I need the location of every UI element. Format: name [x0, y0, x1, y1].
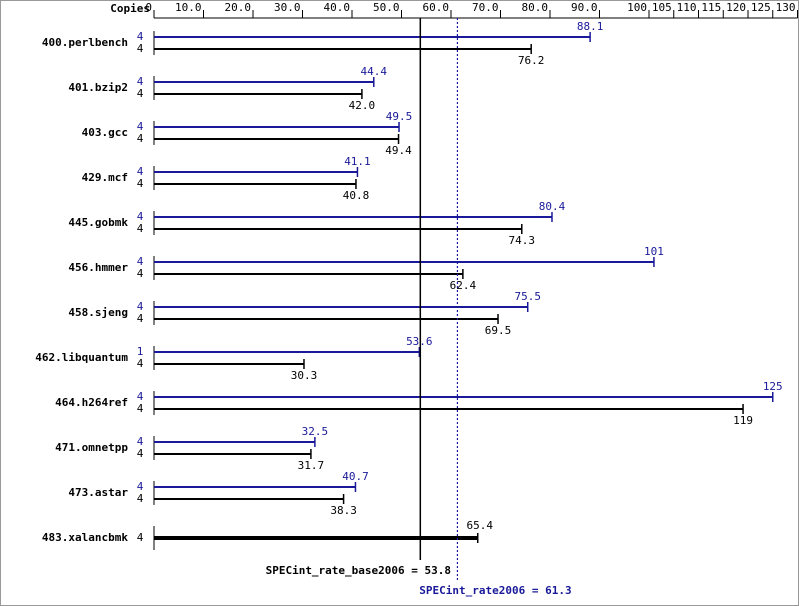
value-label: 75.5 — [514, 290, 541, 303]
copies-label: 4 — [137, 30, 144, 43]
copies-label: 4 — [137, 222, 144, 235]
x-tick-label: 80.0 — [522, 1, 549, 14]
x-tick-label: 130 — [776, 1, 796, 14]
value-label: 125 — [763, 380, 783, 393]
value-label: 40.8 — [343, 189, 370, 202]
copies-label: 4 — [137, 132, 144, 145]
value-label: 44.4 — [361, 65, 388, 78]
benchmark-label: 400.perlbench — [42, 36, 128, 49]
value-label: 69.5 — [485, 324, 512, 337]
value-label: 32.5 — [302, 425, 329, 438]
benchmark-label: 403.gcc — [82, 126, 128, 139]
copies-label: 4 — [137, 492, 144, 505]
benchmark-label: 464.h264ref — [55, 396, 128, 409]
x-tick-label: 50.0 — [373, 1, 400, 14]
value-label: 74.3 — [509, 234, 536, 247]
value-label: 40.7 — [342, 470, 369, 483]
value-label: 53.6 — [406, 335, 433, 348]
benchmark-label: 473.astar — [68, 486, 128, 499]
reference-label: SPECint_rate2006 = 61.3 — [419, 584, 571, 597]
benchmark-label: 401.bzip2 — [68, 81, 128, 94]
value-label: 62.4 — [450, 279, 477, 292]
value-label: 76.2 — [518, 54, 545, 67]
copies-label: 4 — [137, 402, 144, 415]
x-tick-label: 110 — [677, 1, 697, 14]
x-tick-label: 105 — [652, 1, 672, 14]
copies-label: 4 — [137, 177, 144, 190]
copies-header: Copies — [110, 2, 150, 15]
benchmark-label: 483.xalancbmk — [42, 531, 128, 544]
value-label: 38.3 — [330, 504, 357, 517]
copies-label: 4 — [137, 267, 144, 280]
copies-label: 4 — [137, 42, 144, 55]
value-label: 49.4 — [385, 144, 412, 157]
value-label: 31.7 — [298, 459, 325, 472]
copies-label: 4 — [137, 165, 144, 178]
value-label: 30.3 — [291, 369, 318, 382]
x-tick-label: 70.0 — [472, 1, 499, 14]
copies-label: 4 — [137, 531, 144, 544]
copies-label: 4 — [137, 210, 144, 223]
x-tick-label: 30.0 — [274, 1, 301, 14]
copies-label: 4 — [137, 312, 144, 325]
value-label: 88.1 — [577, 20, 604, 33]
benchmark-label: 445.gobmk — [68, 216, 128, 229]
benchmark-label: 471.omnetpp — [55, 441, 128, 454]
benchmark-label: 429.mcf — [82, 171, 128, 184]
value-label: 41.1 — [344, 155, 371, 168]
value-label: 42.0 — [349, 99, 376, 112]
x-tick-label: 115 — [701, 1, 721, 14]
x-tick-label: 20.0 — [225, 1, 252, 14]
copies-label: 4 — [137, 87, 144, 100]
copies-label: 4 — [137, 357, 144, 370]
x-tick-label: 10.0 — [175, 1, 202, 14]
value-label: 119 — [733, 414, 753, 427]
reference-label: SPECint_rate_base2006 = 53.8 — [266, 564, 451, 577]
copies-label: 4 — [137, 255, 144, 268]
x-tick-label: 125 — [751, 1, 771, 14]
x-tick-label: 100 — [627, 1, 647, 14]
x-tick-label: 120 — [726, 1, 746, 14]
copies-label: 1 — [137, 345, 144, 358]
copies-label: 4 — [137, 447, 144, 460]
copies-label: 4 — [137, 435, 144, 448]
value-label: 65.4 — [466, 519, 493, 532]
x-tick-label: 0 — [145, 1, 152, 14]
value-label: 49.5 — [386, 110, 413, 123]
x-tick-label: 40.0 — [324, 1, 351, 14]
value-label: 101 — [644, 245, 664, 258]
value-label: 80.4 — [539, 200, 566, 213]
copies-label: 4 — [137, 120, 144, 133]
copies-label: 4 — [137, 75, 144, 88]
benchmark-label: 456.hmmer — [68, 261, 128, 274]
copies-label: 4 — [137, 480, 144, 493]
copies-label: 4 — [137, 300, 144, 313]
benchmark-label: 458.sjeng — [68, 306, 128, 319]
x-tick-label: 60.0 — [423, 1, 450, 14]
x-tick-label: 90.0 — [571, 1, 598, 14]
copies-label: 4 — [137, 390, 144, 403]
benchmark-label: 462.libquantum — [35, 351, 128, 364]
